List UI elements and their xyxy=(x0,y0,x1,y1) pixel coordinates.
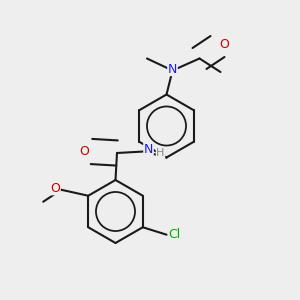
Text: O: O xyxy=(79,145,89,158)
Text: H: H xyxy=(156,148,165,158)
Text: N: N xyxy=(168,62,177,76)
Text: O: O xyxy=(50,182,60,195)
Text: Cl: Cl xyxy=(168,228,180,241)
Text: O: O xyxy=(220,38,229,52)
Text: N: N xyxy=(144,143,153,156)
